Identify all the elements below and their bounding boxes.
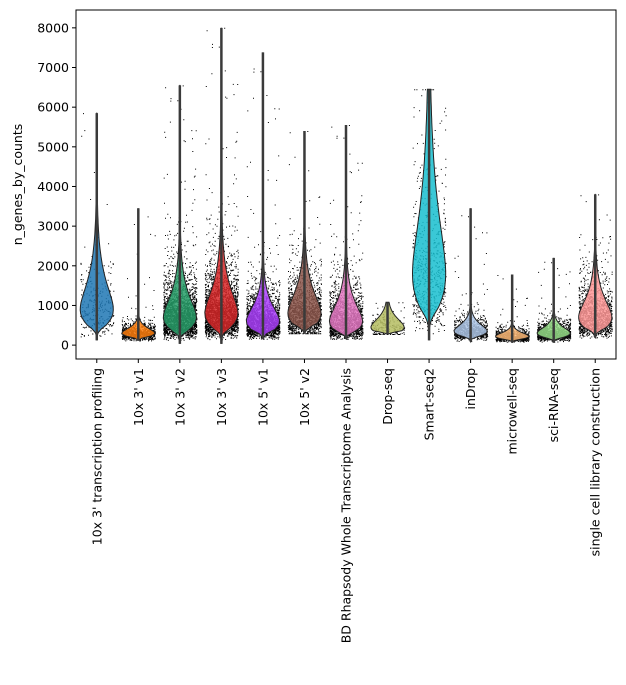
x-tick-label: sci-RNA-seq (546, 368, 561, 442)
x-tick-label: inDrop (463, 368, 478, 410)
violins-layer (79, 27, 613, 344)
x-tick-label: 10x 3' v3 (214, 368, 229, 426)
y-tick-label: 4000 (37, 179, 69, 194)
y-tick-label: 7000 (37, 60, 69, 75)
x-tick-label: microwell-seq (505, 368, 520, 455)
y-tick-label: 5000 (37, 139, 69, 154)
y-tick-label: 8000 (37, 20, 69, 35)
x-tick-label: single cell library construction (588, 368, 603, 556)
x-tick-label: 10x 3' v1 (131, 368, 146, 426)
y-tick-label: 3000 (37, 219, 69, 234)
y-axis-title: n_genes_by_counts (10, 124, 25, 246)
x-tick-label: 10x 5' v2 (297, 368, 312, 426)
scatter-points (537, 261, 572, 343)
scatter-points (121, 216, 156, 342)
x-tick-label: Drop-seq (380, 368, 395, 425)
x-axis: 10x 3' transcription profiling 10x 3' v1 1… (89, 359, 603, 643)
x-tick-label: 10x 3' v2 (172, 368, 187, 426)
y-tick-label: 6000 (37, 100, 69, 115)
x-tick-label: 10x 5' v1 (255, 368, 270, 426)
x-tick-label: 10x 3' transcription profiling (89, 368, 104, 545)
x-tick-label: Smart-seq2 (422, 368, 437, 440)
y-axis: 0 1000 2000 3000 4000 5000 6000 7000 8000 (37, 20, 76, 353)
y-tick-label: 1000 (37, 298, 69, 313)
y-tick-label: 2000 (37, 258, 69, 273)
y-tick-label: 0 (61, 338, 69, 353)
x-tick-label: BD Rhapsody Whole Transcriptome Analysis (339, 368, 354, 643)
